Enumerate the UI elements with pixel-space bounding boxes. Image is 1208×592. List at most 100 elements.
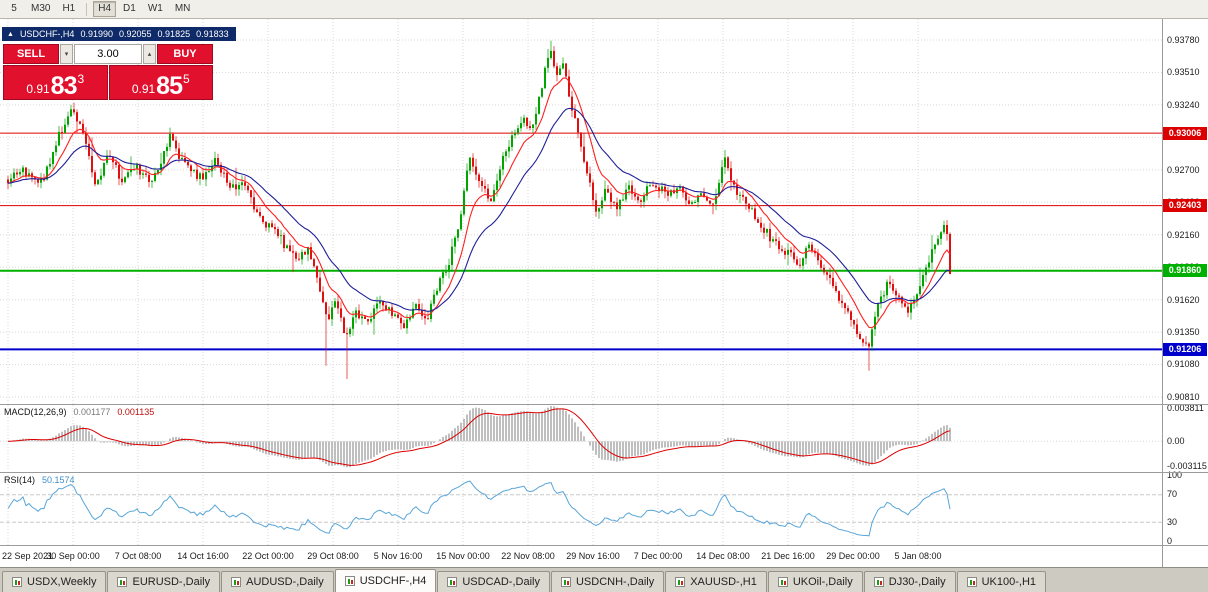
macd-signal-line: [7, 408, 951, 466]
buy-button[interactable]: BUY: [157, 44, 213, 64]
time-label: 29 Dec 00:00: [826, 551, 880, 561]
tab-label: UKOil-,Daily: [792, 576, 853, 588]
time-label: 22 Sep 2021: [2, 551, 54, 561]
sell-price-pip: 3: [77, 72, 85, 86]
price-axis-divider: [1162, 19, 1163, 567]
timeframe-button-mn[interactable]: MN: [170, 1, 196, 17]
rsi-label: RSI(14) 50.1574: [4, 475, 75, 486]
ohlc-high: 0.92055: [119, 29, 152, 39]
tab-xauusd-h1[interactable]: XAUUSD-,H1: [665, 571, 767, 592]
buy-price-box[interactable]: 0.91 85 5: [108, 65, 213, 100]
macd-axis-bottom: -0.003115: [1167, 461, 1207, 471]
tab-label: UK100-,H1: [981, 576, 1037, 588]
price-axis-label: 0.91080: [1167, 359, 1200, 369]
volume-decrease-icon[interactable]: ▾: [60, 44, 73, 64]
tab-ukoil-daily[interactable]: UKOil-,Daily: [767, 571, 863, 592]
macd-main-value: 0.001177: [73, 407, 111, 417]
timeframe-button-m30[interactable]: M30: [26, 1, 55, 17]
ohlc-close: 0.91833: [196, 29, 229, 39]
tab-uk100-h1[interactable]: UK100-,H1: [956, 571, 1047, 592]
chart-tab-icon: [560, 577, 571, 587]
chart-tab-icon: [231, 577, 242, 587]
buy-price-big: 85: [156, 72, 183, 100]
main-macd-divider: [0, 404, 1208, 405]
macd-histogram: [10, 406, 951, 468]
timeframe-toolbar: 5 M30 H1 H4 D1 W1 MN: [0, 0, 1208, 19]
tab-audusd-daily[interactable]: AUDUSD-,Daily: [221, 571, 334, 592]
price-axis-label: 0.93510: [1167, 67, 1200, 77]
hline-price-badge[interactable]: 0.93006: [1163, 127, 1207, 140]
chart-tab-icon: [873, 577, 884, 587]
volume-field-wrap: [74, 44, 142, 64]
rsi-axis-30: 30: [1167, 517, 1178, 527]
sell-price-box[interactable]: 0.91 83 3: [3, 65, 108, 100]
ma-slow-line: [7, 107, 951, 312]
chart-tab-icon: [966, 577, 977, 587]
timeframe-button-h4[interactable]: H4: [93, 1, 117, 17]
volume-increase-icon[interactable]: ▴: [143, 44, 156, 64]
time-label: 7 Dec 00:00: [633, 551, 683, 561]
timeframe-button-w1[interactable]: W1: [143, 1, 168, 17]
price-axis-label: 0.92160: [1167, 230, 1200, 240]
tab-label: EURUSD-,Daily: [132, 576, 211, 588]
chart-symbol-period: USDCHF-,H4: [19, 29, 75, 39]
tab-usdcad-daily[interactable]: USDCAD-,Daily: [437, 571, 550, 592]
hline-price-badge[interactable]: 0.92403: [1163, 199, 1207, 212]
collapse-icon[interactable]: ▲: [7, 30, 14, 38]
ohlc-open: 0.91990: [80, 29, 113, 39]
tab-dj30-daily[interactable]: DJ30-,Daily: [863, 571, 956, 592]
price-axis-label: 0.91620: [1167, 295, 1200, 305]
tab-usdx-weekly[interactable]: USDX,Weekly: [2, 571, 107, 592]
time-label: 7 Oct 08:00: [114, 551, 162, 561]
rsi-axis-70: 70: [1167, 489, 1178, 499]
rsi-value: 50.1574: [42, 475, 75, 485]
macd-name: MACD(12,26,9): [4, 407, 67, 417]
tab-label: AUDUSD-,Daily: [246, 576, 324, 588]
price-axis-label: 0.91350: [1167, 327, 1200, 337]
timeframe-button-d1[interactable]: D1: [118, 1, 141, 17]
timeframe-button-h1[interactable]: H1: [57, 1, 80, 17]
sell-price-prefix: 0.91: [26, 82, 50, 96]
rsi-name: RSI(14): [4, 475, 36, 485]
price-chart-canvas[interactable]: [0, 0, 1162, 567]
tab-label: USDX,Weekly: [27, 576, 97, 588]
hline-price-badge[interactable]: 0.91206: [1163, 343, 1207, 356]
price-axis-label: 0.92700: [1167, 165, 1200, 175]
time-label: 29 Nov 16:00: [566, 551, 620, 561]
chart-title-bar: ▲ USDCHF-,H4 0.91990 0.92055 0.91825 0.9…: [2, 27, 236, 41]
tab-label: USDCNH-,Daily: [575, 576, 655, 588]
chart-tab-icon: [447, 577, 458, 587]
ohlc-low: 0.91825: [157, 29, 191, 39]
tab-label: USDCAD-,Daily: [462, 576, 540, 588]
macd-signal-value: 0.001135: [117, 407, 155, 417]
macd-axis-top: 0.003811: [1167, 403, 1204, 413]
timeframe-button-m5[interactable]: 5: [4, 1, 24, 17]
tab-eurusd-daily[interactable]: EURUSD-,Daily: [107, 571, 221, 592]
time-label: 22 Nov 08:00: [501, 551, 555, 561]
rsi-line: [7, 480, 951, 537]
sell-price-big: 83: [50, 72, 78, 100]
volume-input[interactable]: [75, 45, 141, 63]
toolbar-separator: [86, 2, 88, 16]
chart-tab-icon: [12, 577, 22, 587]
tab-usdcnh-daily[interactable]: USDCNH-,Daily: [550, 571, 665, 592]
buy-price-pip: 5: [182, 72, 190, 86]
one-click-trading-panel: SELL ▾ ▴ BUY 0.91 83 3 0.91 85 5: [3, 44, 213, 100]
macd-rsi-divider: [0, 472, 1208, 473]
ma-fast-line: [7, 77, 951, 329]
chart-tab-icon: [344, 576, 355, 586]
macd-label: MACD(12,26,9) 0.001177 0.001135: [4, 407, 154, 418]
price-axis-label: 0.93240: [1167, 100, 1200, 110]
tab-label: USDCHF-,H4: [359, 575, 427, 587]
chart-tab-icon: [675, 577, 686, 587]
time-label: 5 Jan 08:00: [894, 551, 942, 561]
hline-price-badge[interactable]: 0.91860: [1163, 264, 1207, 277]
horizontal-lines[interactable]: [0, 132, 1162, 351]
rsi-timeaxis-divider: [0, 545, 1208, 546]
tab-usdchf-h4[interactable]: USDCHF-,H4: [334, 569, 437, 592]
price-axis-label: 0.93780: [1167, 35, 1200, 45]
chart-tab-icon: [777, 577, 788, 587]
sell-button[interactable]: SELL: [3, 44, 59, 64]
rsi-axis-0: 0: [1167, 536, 1173, 546]
